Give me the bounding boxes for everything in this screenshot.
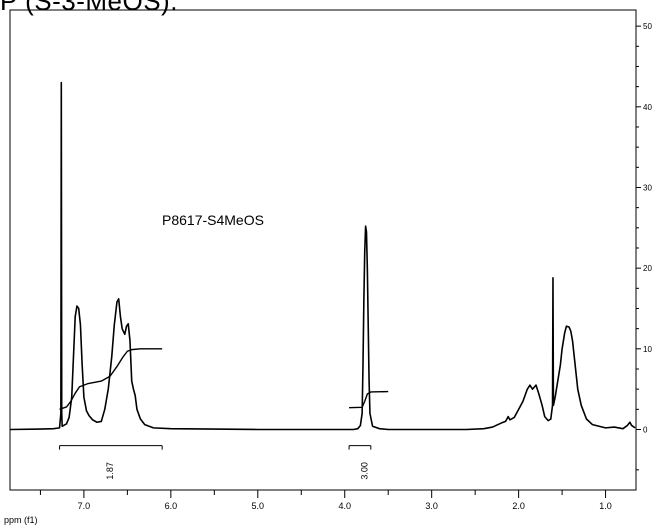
right-tick-label: 0	[643, 425, 648, 434]
right-tick-label: 30	[643, 183, 652, 192]
right-tick-label: 40	[643, 103, 652, 112]
integral-curve	[59, 348, 163, 410]
sample-label: P8617-S4MeOS	[162, 212, 264, 228]
spectrum-line	[9, 81, 636, 431]
x-tick-label: 5.0	[252, 501, 265, 511]
right-tick-label: 50	[643, 22, 652, 31]
x-tick-label: 6.0	[165, 501, 178, 511]
plot-frame	[9, 9, 637, 491]
x-tick-label: 4.0	[338, 501, 351, 511]
right-tick-label: 20	[643, 264, 652, 273]
x-tick-label: 1.0	[599, 501, 612, 511]
right-tick-label: 10	[643, 345, 652, 354]
x-tick-label: 2.0	[512, 501, 525, 511]
chart-title-cut: P (S-3-MeOS).	[0, 0, 178, 16]
x-tick-label: 3.0	[425, 501, 438, 511]
integral-curve	[349, 390, 389, 409]
x-tick-label: 7.0	[78, 501, 91, 511]
x-axis-title: ppm (f1)	[4, 515, 38, 525]
integration-label: 3.00	[360, 462, 370, 480]
integration-label: 1.87	[105, 462, 115, 480]
